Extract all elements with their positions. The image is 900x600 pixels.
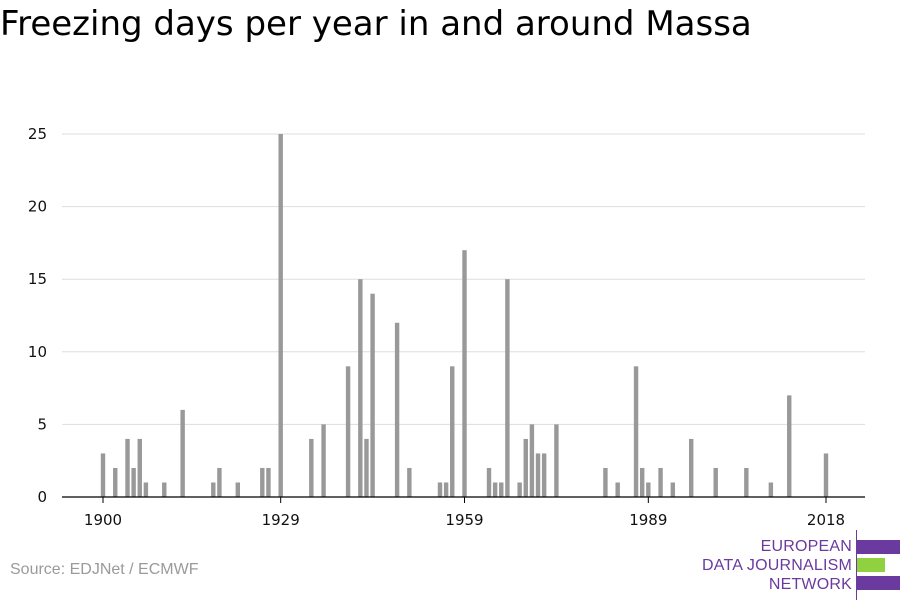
edjnet-logo[interactable]: EUROPEAN DATA JOURNALISM NETWORK xyxy=(700,530,900,600)
bar-2000[interactable] xyxy=(713,467,718,497)
bar-1942[interactable] xyxy=(358,279,363,497)
x-tick-label: 1989 xyxy=(629,511,667,529)
bar-1974[interactable] xyxy=(554,424,559,497)
y-tick-label: 10 xyxy=(28,343,47,361)
bar-1919[interactable] xyxy=(217,467,222,497)
bar-1988[interactable] xyxy=(639,467,645,497)
bar-1991[interactable] xyxy=(658,467,663,497)
logo-line-3: NETWORK xyxy=(768,576,852,593)
bar-1982[interactable] xyxy=(603,467,608,497)
bar-1902[interactable] xyxy=(113,467,118,497)
bar-2012[interactable] xyxy=(787,395,792,497)
bar-1936[interactable] xyxy=(321,424,326,497)
x-tick-label: 1900 xyxy=(84,511,122,529)
logo-line-2: DATA JOURNALISM xyxy=(702,557,852,574)
bar-1969[interactable] xyxy=(523,438,528,497)
bar-1987[interactable] xyxy=(633,366,639,497)
y-tick-label: 25 xyxy=(28,125,47,143)
bar-1993[interactable] xyxy=(670,482,676,497)
bar-1913[interactable] xyxy=(180,409,185,497)
bar-1972[interactable] xyxy=(541,453,547,497)
bars xyxy=(100,134,829,497)
bar-1927[interactable] xyxy=(266,467,271,497)
bar-1989[interactable] xyxy=(646,482,651,497)
x-tick-label: 2018 xyxy=(807,511,845,529)
bar-1965[interactable] xyxy=(499,482,504,497)
bar-1940[interactable] xyxy=(345,366,351,497)
bar-2009[interactable] xyxy=(768,482,774,497)
logo-line-1: EUROPEAN xyxy=(760,538,852,555)
bar-1904[interactable] xyxy=(125,438,130,497)
bar-1907[interactable] xyxy=(143,482,149,497)
bar-1929[interactable] xyxy=(278,134,283,497)
bar-1943[interactable] xyxy=(364,438,369,497)
bar-1900[interactable] xyxy=(100,453,106,497)
source-note: Source: EDJNet / ECMWF xyxy=(10,561,199,578)
bar-2018[interactable] xyxy=(823,453,829,497)
bar-1964[interactable] xyxy=(492,482,498,497)
bar-1910[interactable] xyxy=(162,482,167,497)
bar-1926[interactable] xyxy=(260,467,265,497)
logo-bar-purple-bottom xyxy=(857,576,900,590)
bar-1955[interactable] xyxy=(437,482,443,497)
bar-1944[interactable] xyxy=(370,293,375,497)
chart-title: Freezing days per year in and around Mas… xyxy=(0,4,752,44)
logo-bar-green xyxy=(857,558,885,572)
bar-1959[interactable] xyxy=(462,250,467,497)
bar-2005[interactable] xyxy=(744,467,749,497)
bar-1918[interactable] xyxy=(211,482,216,497)
bar-1971[interactable] xyxy=(535,453,541,497)
y-tick-label: 5 xyxy=(37,415,47,433)
bar-1905[interactable] xyxy=(131,467,136,497)
y-tick-label: 20 xyxy=(28,198,47,216)
bar-1950[interactable] xyxy=(407,467,412,497)
bar-1957[interactable] xyxy=(450,366,455,497)
bar-1970[interactable] xyxy=(529,424,535,497)
logo-bar-purple-top xyxy=(857,540,900,554)
bar-1968[interactable] xyxy=(517,482,522,497)
x-tick-label: 1929 xyxy=(262,511,300,529)
x-tick-label: 1959 xyxy=(445,511,483,529)
bar-1922[interactable] xyxy=(235,482,241,497)
y-tick-label: 15 xyxy=(28,270,47,288)
bar-1963[interactable] xyxy=(486,467,492,497)
bar-1934[interactable] xyxy=(309,438,314,497)
bar-1956[interactable] xyxy=(443,482,449,497)
bar-1984[interactable] xyxy=(615,482,620,497)
bar-1906[interactable] xyxy=(137,438,142,497)
bar-1996[interactable] xyxy=(688,438,694,497)
bar-1966[interactable] xyxy=(505,279,510,497)
y-tick-label: 0 xyxy=(37,488,47,506)
x-axis xyxy=(62,496,865,503)
chart-svg: 0 5 10 15 20 25 1900 1929 1959 1989 2018 xyxy=(28,125,865,529)
logo-divider xyxy=(856,530,857,600)
y-axis: 0 5 10 15 20 25 xyxy=(28,125,47,506)
bar-1948[interactable] xyxy=(394,322,400,497)
x-tick-labels: 1900 1929 1959 1989 2018 xyxy=(84,511,845,529)
